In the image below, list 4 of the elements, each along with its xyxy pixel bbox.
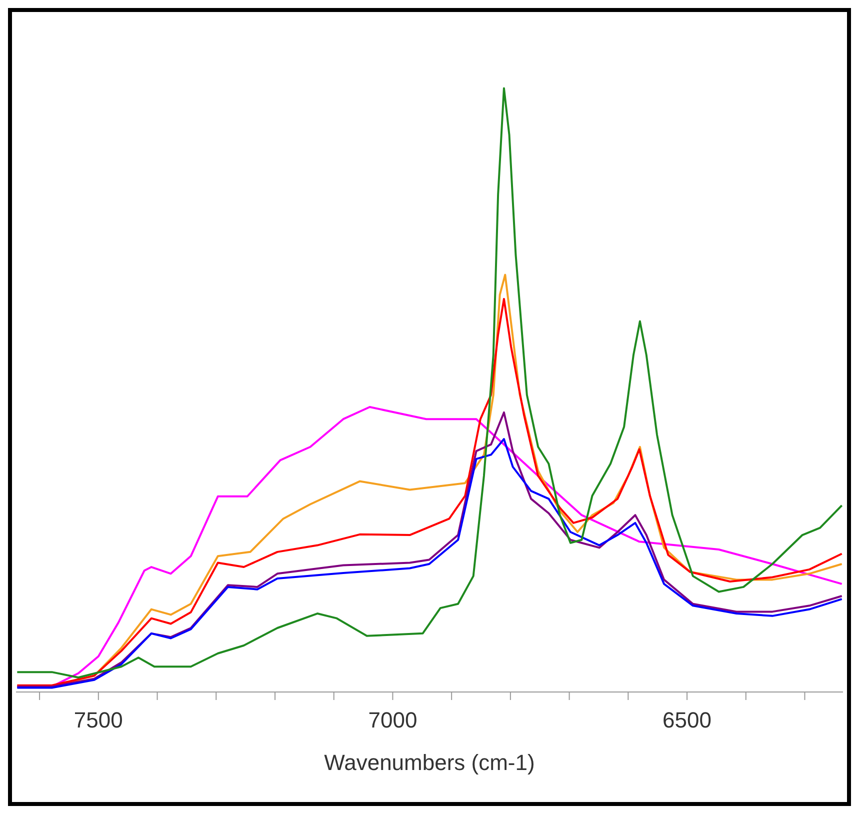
x-tick-label: 6500	[662, 708, 712, 733]
x-tick-label: 7500	[74, 708, 123, 733]
x-axis-title: Wavenumbers (cm-1)	[324, 750, 535, 775]
x-tick-label: 7000	[368, 708, 418, 733]
